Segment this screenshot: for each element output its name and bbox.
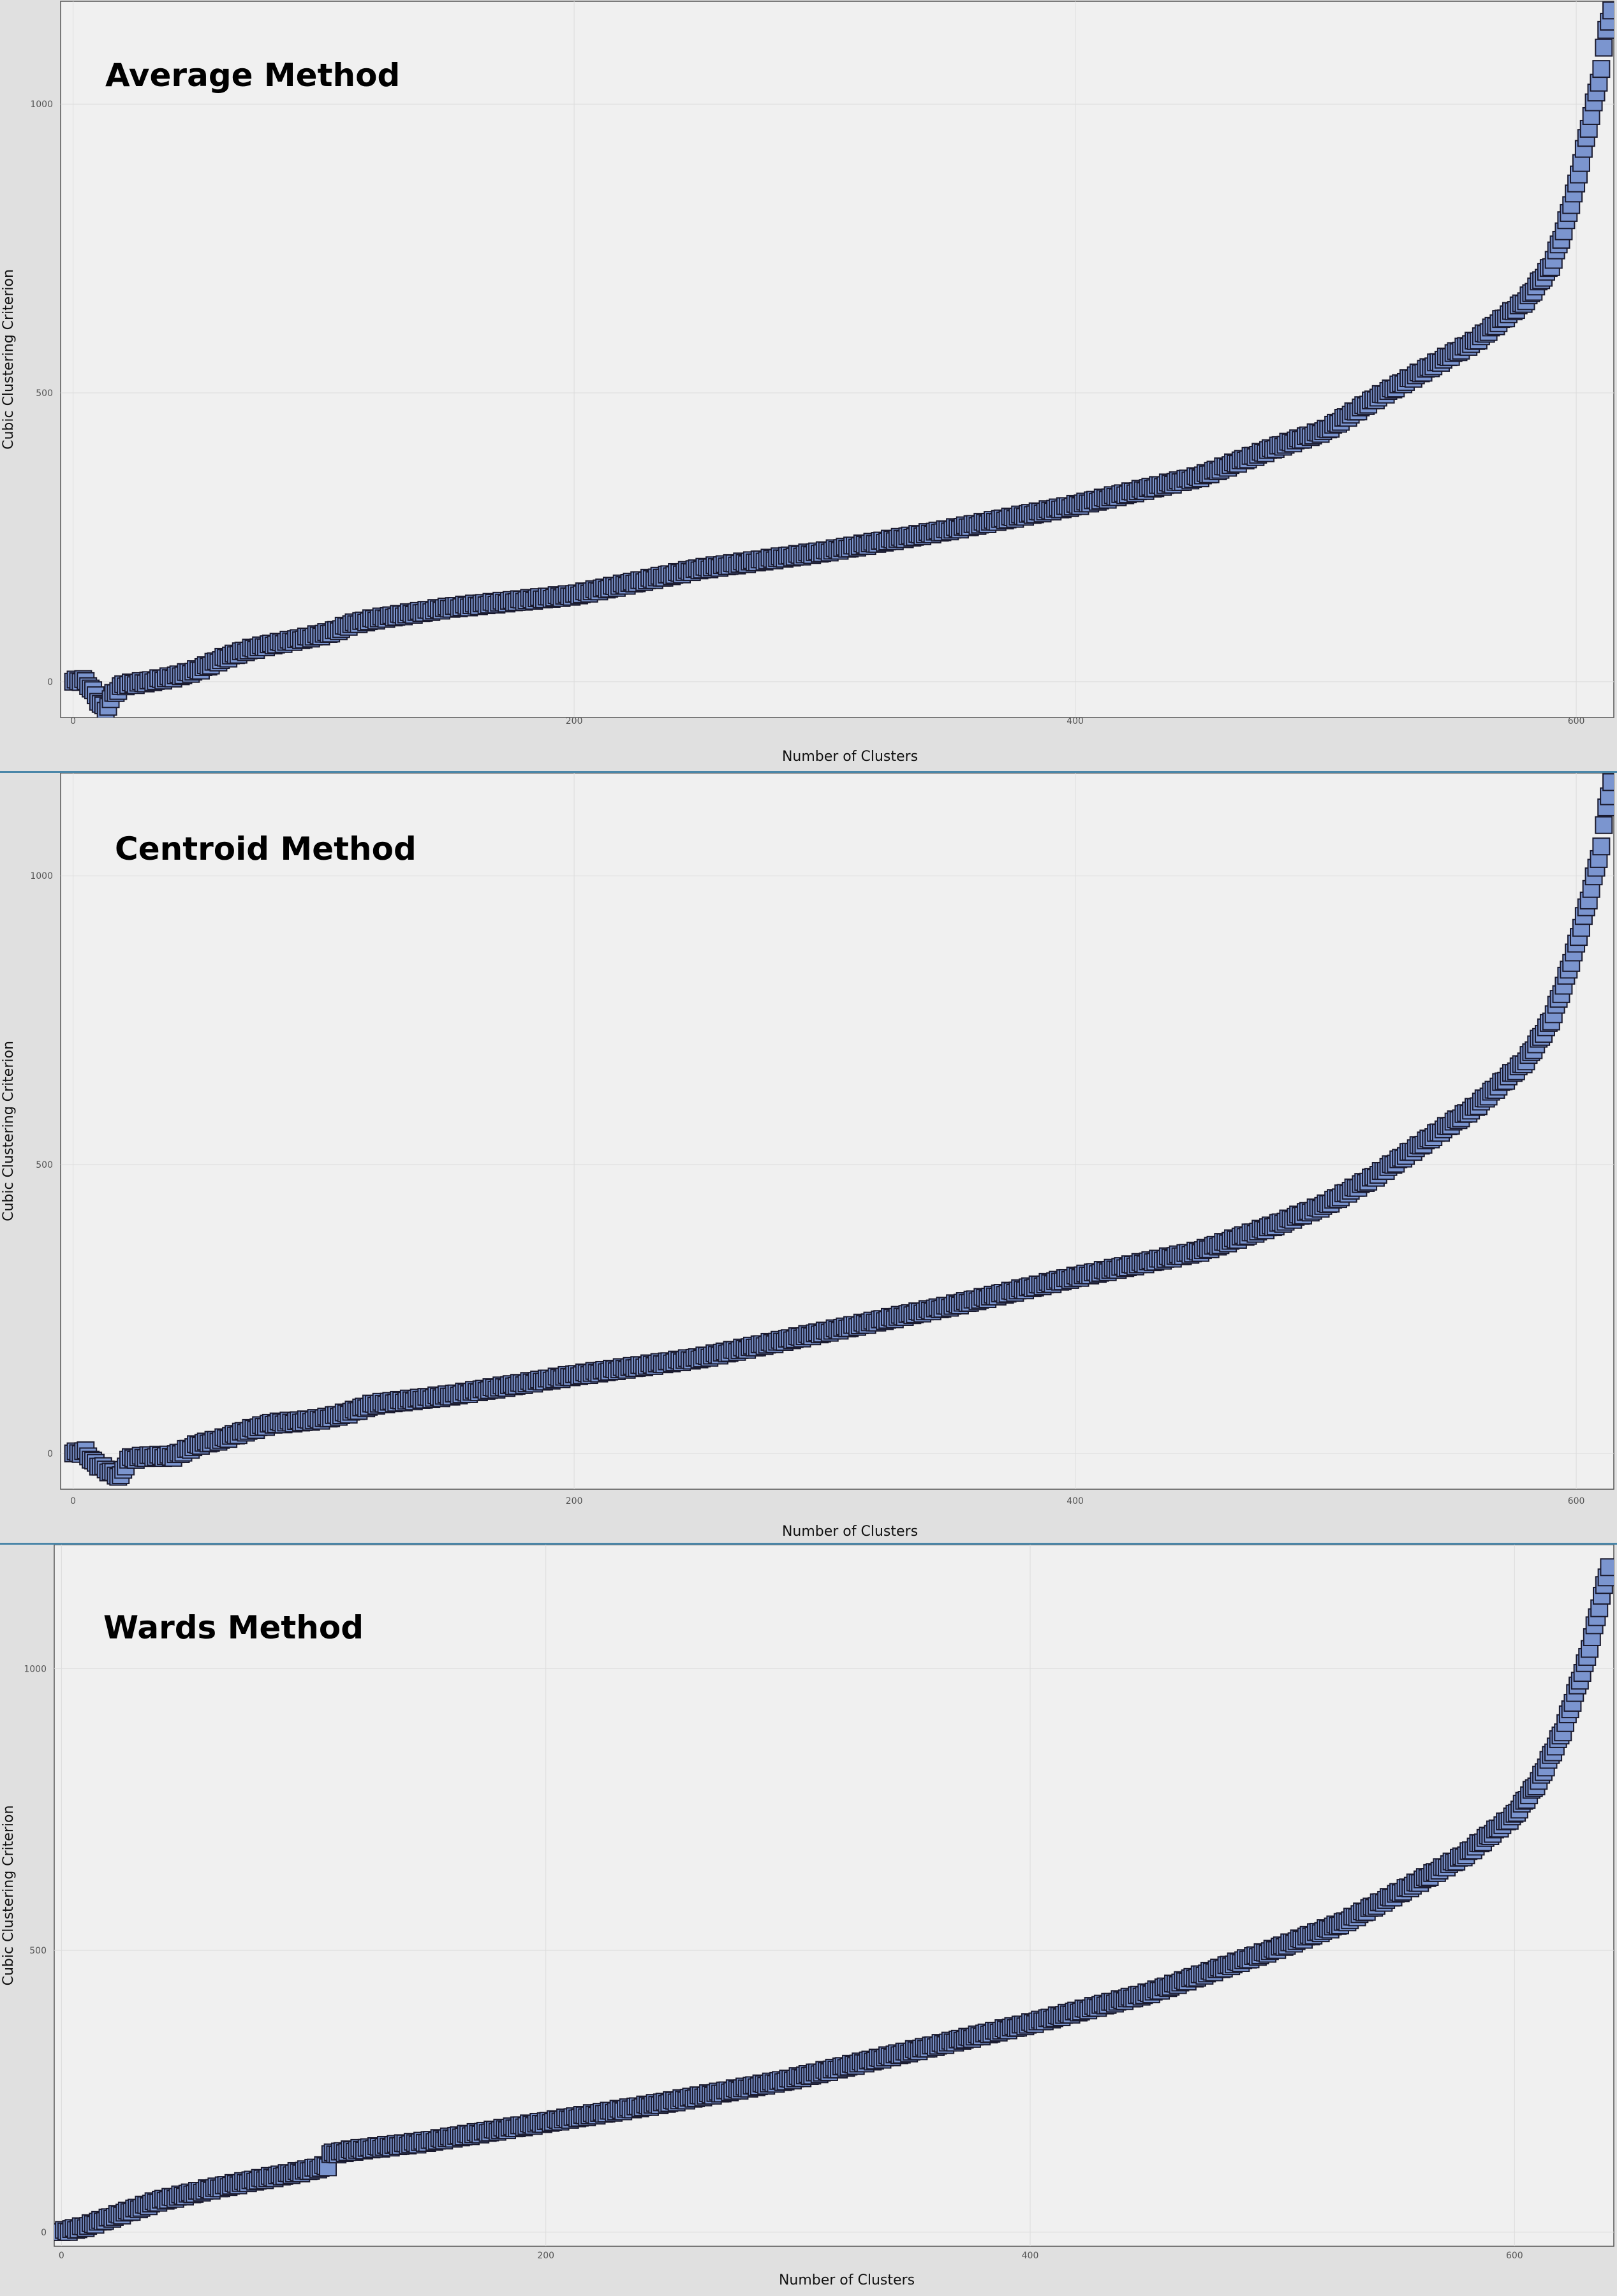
data-points [64,1,1614,718]
x-tick-label: 400 [1067,1496,1084,1506]
y-tick-label: 500 [36,1160,53,1170]
x-tick-label: 0 [70,1496,76,1506]
x-axis-title: Number of Clusters [782,749,918,765]
y-axis-title: Cubic Clustering Criterion [1,1806,17,1986]
x-tick-label: 400 [1067,716,1084,726]
y-tick-label: 1000 [24,1664,47,1674]
x-axis-title: Number of Clusters [779,2272,915,2288]
average-method-chart: 0 200 400 600 0 500 1000 Number of Clusters Cubi… [1,1,1614,765]
wards-method-chart: 0 200 400 600 0 500 1000 Number of Clusters Cubi… [1,1545,1614,2288]
data-point [1602,1,1614,20]
y-tick-label: 0 [47,1449,53,1459]
y-tick-label: 0 [47,677,53,688]
y-axis-title: Cubic Clustering Criterion [1,1041,17,1221]
data-points [54,1558,1614,2241]
x-tick-label: 400 [1022,2251,1039,2261]
centroid-method-chart: 0 200 400 600 0 500 1000 Number of Clusters Cubi… [1,773,1614,1540]
y-tick-label: 1000 [30,99,53,110]
data-point [1600,1558,1614,1577]
x-axis-title: Number of Clusters [782,1524,918,1540]
y-tick-label: 0 [41,2228,47,2238]
centroid-method-title: Centroid Method [115,830,417,867]
y-tick-label: 500 [36,388,53,399]
x-tick-label: 600 [1568,716,1585,726]
data-point [1592,60,1611,78]
x-tick-label: 0 [70,716,76,726]
y-tick-label: 1000 [30,871,53,881]
x-tick-label: 200 [566,716,583,726]
panel-separator [0,771,1617,773]
y-axis-title: Cubic Clustering Criterion [1,269,17,450]
wards-method-title: Wards Method [103,1609,364,1646]
data-point [1595,38,1613,57]
x-tick-label: 600 [1506,2251,1523,2261]
plot-area [60,1,1614,718]
average-method-title: Average Method [105,57,400,94]
data-point [1602,773,1614,791]
wards-method-panel: 0 200 400 600 0 500 1000 Number of Clusters Cubi… [0,1545,1617,2296]
data-point [1592,837,1611,856]
x-tick-label: 200 [566,1496,583,1506]
centroid-method-panel: 0 200 400 600 0 500 1000 Number of Clusters Cubi… [0,773,1617,1543]
data-point [1595,816,1613,834]
x-tick-label: 600 [1568,1496,1585,1506]
plot-area [60,773,1614,1490]
plot-area [54,1545,1614,2247]
panel-separator [0,1543,1617,1545]
data-points [64,773,1614,1486]
x-tick-label: 0 [59,2251,64,2261]
x-tick-label: 200 [537,2251,554,2261]
average-method-panel: 0 200 400 600 0 500 1000 Number of Clusters Cubi… [0,0,1617,771]
y-tick-label: 500 [29,1946,47,1956]
